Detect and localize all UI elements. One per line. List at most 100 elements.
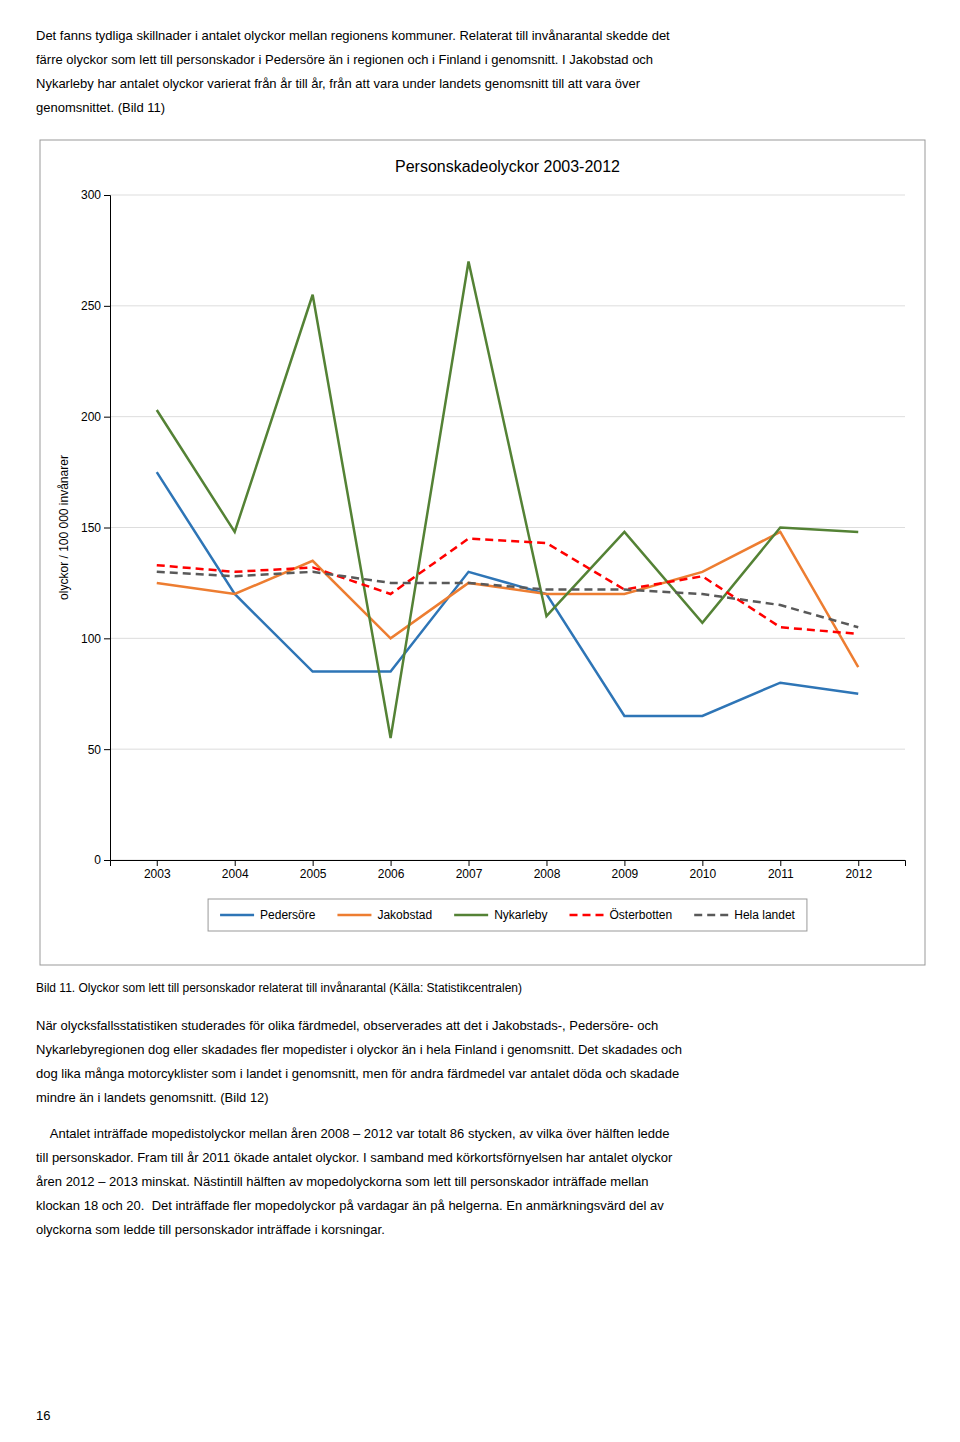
x-tick-label: 2012 xyxy=(845,867,872,881)
x-tick: 2006 xyxy=(378,860,405,881)
y-tick: 200 xyxy=(81,410,110,424)
x-tick-mark xyxy=(235,860,236,866)
x-tick: 2012 xyxy=(845,860,872,881)
y-tick-label: 50 xyxy=(88,743,102,757)
x-tick-mark xyxy=(546,860,547,866)
grid-line xyxy=(110,416,905,417)
x-tick-mark xyxy=(391,860,392,866)
x-tick-mark xyxy=(313,860,314,866)
x-tick-label: 2011 xyxy=(768,867,794,881)
page-number: 16 xyxy=(36,1408,50,1423)
series-line xyxy=(157,262,858,739)
body-text: åren 2012 – 2013 minskat. Nästintill häl… xyxy=(36,1174,649,1189)
legend-label: Nykarleby xyxy=(494,908,547,922)
series-line xyxy=(157,532,858,667)
x-tick-label: 2005 xyxy=(300,867,327,881)
body-text: Det fanns tydliga skillnader i antalet o… xyxy=(36,28,670,43)
y-tick: 300 xyxy=(81,188,110,202)
x-tick-mark xyxy=(157,860,158,866)
x-tick-label: 2004 xyxy=(222,867,249,881)
grid-line xyxy=(110,305,905,306)
y-tick-mark xyxy=(104,749,110,750)
y-tick-label: 150 xyxy=(81,521,101,535)
body-text: genomsnittet. (Bild 11) xyxy=(36,100,165,115)
y-tick-label: 200 xyxy=(81,410,101,424)
y-tick-label: 0 xyxy=(94,853,101,867)
legend-label: Jakobstad xyxy=(377,908,432,922)
body-text: När olycksfallsstatistiken studerades fö… xyxy=(36,1018,658,1033)
chart-title: Personskadeolyckor 2003-2012 xyxy=(395,158,620,175)
legend-label: Hela landet xyxy=(734,908,795,922)
body-text: färre olyckor som lett till personskador… xyxy=(36,52,653,67)
x-tick: 2007 xyxy=(456,860,483,881)
y-axis: 0 50 100 150 200 250 300 xyxy=(81,188,111,867)
legend-swatch xyxy=(220,914,254,917)
grid-line xyxy=(110,638,905,639)
legend-item: Nykarleby xyxy=(454,908,547,922)
x-tick-label: 2003 xyxy=(144,867,171,881)
x-tick: 2009 xyxy=(612,860,639,881)
grid xyxy=(110,195,905,860)
x-tick: 2011 xyxy=(768,860,794,881)
chart: Personskadeolyckor 2003-2012200320042005… xyxy=(57,158,906,931)
x-axis-line xyxy=(111,861,906,867)
y-tick-mark xyxy=(104,306,110,307)
x-tick-label: 2009 xyxy=(612,867,639,881)
page: Det fanns tydliga skillnader i antalet o… xyxy=(0,0,960,1442)
grid-line xyxy=(110,749,905,750)
x-tick-label: 2007 xyxy=(456,867,483,881)
body-text: till personskador. Fram till år 2011 öka… xyxy=(36,1150,673,1165)
y-tick-mark xyxy=(104,638,110,639)
y-tick: 0 xyxy=(94,853,110,867)
body-text: dog lika många motorcyklister som i land… xyxy=(36,1066,679,1081)
series-line xyxy=(157,472,858,716)
body-text: olyckorna som ledde till personskador in… xyxy=(36,1222,385,1237)
legend-item: Österbotten xyxy=(570,908,673,922)
x-tick-mark xyxy=(624,860,625,866)
x-tick-label: 2010 xyxy=(690,867,717,881)
legend-frame xyxy=(208,899,807,931)
grid-line xyxy=(110,195,905,196)
lines xyxy=(157,262,858,739)
series-line xyxy=(157,572,858,627)
legend-swatch xyxy=(337,914,371,917)
y-tick-label: 250 xyxy=(81,299,101,313)
caption: Bild 11. Olyckor som lett till personska… xyxy=(36,981,522,995)
x-axis: 2003 2004 2005 2006 2007 2008 2009 2010 2011 2012 xyxy=(111,860,906,881)
y-tick: 100 xyxy=(81,632,110,646)
x-tick-mark xyxy=(858,860,859,866)
y-tick: 150 xyxy=(81,521,110,535)
x-tick-mark xyxy=(702,860,703,866)
text-above: Det fanns tydliga skillnader i antalet o… xyxy=(36,28,670,115)
y-axis-title: olyckor / 100 000 invånarer xyxy=(57,455,71,600)
y-tick-label: 100 xyxy=(81,632,101,646)
y-tick-mark xyxy=(104,860,110,861)
x-tick-label: 2008 xyxy=(534,867,561,881)
body-text: mindre än i landets genomsnitt. (Bild 12… xyxy=(36,1090,269,1105)
text-below: När olycksfallsstatistiken studerades fö… xyxy=(36,1018,682,1237)
x-tick: 2005 xyxy=(300,860,327,881)
legend-swatch xyxy=(694,914,728,917)
x-tick: 2003 xyxy=(144,860,171,881)
y-tick: 50 xyxy=(88,743,110,757)
legend-label: Pedersöre xyxy=(260,908,316,922)
body-text: Nykarleby har antalet olyckor varierat f… xyxy=(36,76,641,91)
x-tick: 2004 xyxy=(222,860,249,881)
x-tick-label: 2006 xyxy=(378,867,405,881)
legend: Pedersöre Jakobstad Nykarleby Österbotten He… xyxy=(208,899,807,931)
legend-label: Österbotten xyxy=(610,908,673,922)
page-number-text: 16 xyxy=(36,1408,50,1423)
y-axis-line xyxy=(104,196,111,861)
body-text: Nykarlebyregionen dog eller skadades fle… xyxy=(36,1042,682,1057)
caption-text: Bild 11. Olyckor som lett till personska… xyxy=(36,981,522,995)
body-text: klockan 18 och 20. Det inträffade fler m… xyxy=(36,1198,664,1213)
y-tick-mark xyxy=(104,195,110,196)
y-tick-label: 300 xyxy=(81,188,101,202)
legend-item: Hela landet xyxy=(694,908,795,922)
legend-swatch xyxy=(454,914,488,917)
y-tick-mark xyxy=(104,417,110,418)
x-tick-mark xyxy=(469,860,470,866)
x-tick: 2008 xyxy=(534,860,561,881)
y-tick-mark xyxy=(104,528,110,529)
legend-item: Pedersöre xyxy=(220,908,316,922)
